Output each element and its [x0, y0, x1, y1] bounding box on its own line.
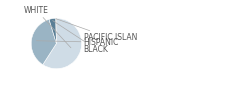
Text: BLACK: BLACK [53, 21, 108, 54]
Legend: 59.1%, 36.2%, 4.3%, 0.4%: 59.1%, 36.2%, 4.3%, 0.4% [0, 99, 108, 100]
Wedge shape [49, 18, 56, 44]
Text: WHITE: WHITE [24, 6, 71, 48]
Text: PACIFIC ISLAN: PACIFIC ISLAN [56, 19, 137, 42]
Text: HISPANIC: HISPANIC [36, 38, 119, 47]
Wedge shape [43, 18, 82, 69]
Wedge shape [31, 19, 56, 65]
